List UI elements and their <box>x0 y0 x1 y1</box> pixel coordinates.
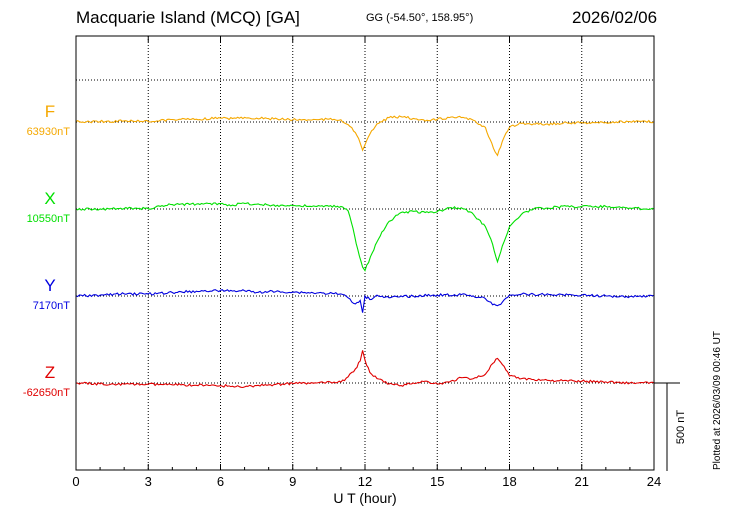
series-line-x <box>75 202 655 272</box>
series-line-y <box>75 288 655 313</box>
series-name-f: F <box>45 102 55 121</box>
series-layer <box>75 115 655 389</box>
baseline-value-f: 63930nT <box>27 126 71 138</box>
x-tick-label: 3 <box>145 474 152 489</box>
x-tick-label: 15 <box>430 474 444 489</box>
x-tick-label: 12 <box>358 474 372 489</box>
plot-date: 2026/02/06 <box>572 8 658 27</box>
x-tick-label: 6 <box>217 474 224 489</box>
label-layer: F 63930nT X 10550nT Y 7170nT Z -62650nT <box>23 102 70 399</box>
x-tick-label: 0 <box>72 474 79 489</box>
x-tick-label: 21 <box>575 474 589 489</box>
series-line-z <box>75 350 655 389</box>
x-tick-label: 18 <box>502 474 516 489</box>
baseline-value-y: 7170nT <box>33 300 71 312</box>
series-line-f <box>75 115 655 157</box>
series-name-y: Y <box>44 276 55 295</box>
scale-bar-label: 500 nT <box>675 410 687 445</box>
series-name-z: Z <box>45 363 55 382</box>
baseline-value-x: 10550nT <box>27 213 71 225</box>
x-tick-label: 24 <box>647 474 661 489</box>
baseline-value-z: -62650nT <box>23 387 70 399</box>
grid-layer <box>76 36 654 470</box>
x-axis: 0 3 6 9 12 15 18 21 24 <box>72 36 661 489</box>
scale-bar: 500 nT <box>654 382 687 471</box>
series-name-x: X <box>44 189 55 208</box>
station-coordinates: GG (-54.50°, 158.95°) <box>366 12 474 24</box>
station-title: Macquarie Island (MCQ) [GA] <box>76 8 300 27</box>
x-tick-label: 9 <box>289 474 296 489</box>
x-axis-label: U T (hour) <box>333 490 396 506</box>
